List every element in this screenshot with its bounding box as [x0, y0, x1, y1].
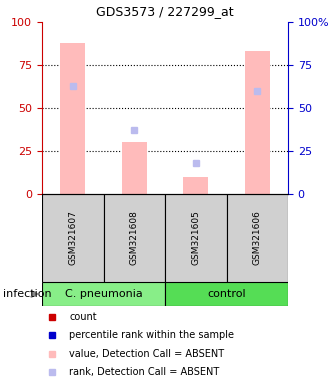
Bar [183, 177, 208, 194]
Bar [104, 194, 165, 282]
Bar [226, 194, 288, 282]
Text: GDS3573 / 227299_at: GDS3573 / 227299_at [96, 5, 234, 18]
Text: GSM321606: GSM321606 [253, 210, 262, 265]
Text: control: control [207, 289, 246, 299]
Text: value, Detection Call = ABSENT: value, Detection Call = ABSENT [69, 349, 224, 359]
Bar [165, 282, 288, 306]
Text: count: count [69, 312, 97, 322]
Text: percentile rank within the sample: percentile rank within the sample [69, 330, 234, 340]
Text: GSM321605: GSM321605 [191, 210, 200, 265]
Text: GSM321608: GSM321608 [130, 210, 139, 265]
Text: C. pneumonia: C. pneumonia [65, 289, 142, 299]
Bar [60, 43, 85, 194]
Bar [245, 51, 270, 194]
Text: GSM321607: GSM321607 [68, 210, 77, 265]
Bar [165, 194, 226, 282]
Text: rank, Detection Call = ABSENT: rank, Detection Call = ABSENT [69, 367, 219, 377]
Bar [122, 142, 147, 194]
Text: infection: infection [3, 289, 52, 299]
Bar [42, 194, 104, 282]
Bar [42, 282, 165, 306]
